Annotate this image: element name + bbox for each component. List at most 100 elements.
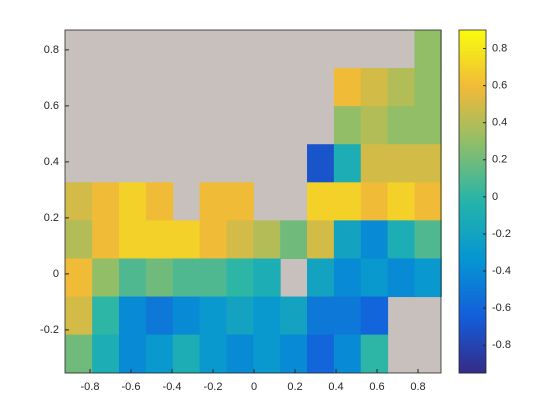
- colorbar-segment: [459, 246, 486, 251]
- colorbar-segment: [459, 283, 486, 288]
- colorbar-segment: [459, 156, 486, 161]
- heat-cell: [119, 258, 147, 298]
- colorbar-segment: [459, 270, 486, 275]
- y-tick-label: 0.6: [44, 100, 59, 112]
- colorbar-segment: [459, 297, 486, 302]
- colorbar-segment: [459, 91, 486, 96]
- colorbar-segment: [459, 74, 486, 79]
- heat-cell: [199, 334, 227, 374]
- colorbar-segment: [459, 84, 486, 89]
- colorbar-segment: [459, 102, 486, 106]
- colorbar-segment: [459, 342, 486, 347]
- colorbar-segment: [459, 170, 486, 175]
- colorbar-tick-label: 0.8: [492, 42, 507, 54]
- heat-cell: [387, 144, 415, 183]
- colorbar-segment: [459, 129, 486, 134]
- heat-cell: [65, 220, 93, 259]
- colorbar-segment: [459, 177, 486, 182]
- colorbar-segment: [459, 167, 486, 172]
- heat-cell: [119, 182, 147, 221]
- heat-cell: [226, 182, 254, 221]
- colorbar-segment: [459, 252, 486, 257]
- colorbar-tick-label: -0.4: [492, 265, 511, 277]
- x-tick-label: -0.4: [163, 381, 182, 393]
- colorbar-segment: [459, 108, 486, 113]
- colorbar-segment: [459, 273, 486, 278]
- colorbar-segment: [459, 328, 486, 333]
- colorbar-segment: [459, 105, 486, 110]
- plot-frame: [64, 29, 442, 374]
- heat-cell: [172, 334, 201, 374]
- heat-cell: [360, 106, 389, 145]
- colorbar-segment: [459, 249, 486, 254]
- colorbar-segment: [459, 47, 486, 52]
- colorbar-segment: [459, 95, 486, 100]
- colorbar-segment: [459, 132, 486, 137]
- x-tick-label: -0.6: [122, 381, 141, 393]
- heat-cell: [414, 68, 442, 107]
- colorbar-segment: [459, 307, 486, 312]
- heat-cell: [333, 144, 362, 183]
- colorbar-segment: [459, 366, 486, 371]
- colorbar-segment: [459, 304, 486, 309]
- heat-cell: [199, 258, 227, 298]
- colorbar-segment: [459, 115, 486, 120]
- colorbar-segment: [459, 294, 486, 299]
- heat-cell: [253, 334, 281, 374]
- colorbar-segment: [459, 239, 486, 244]
- heat-cell: [414, 220, 442, 259]
- colorbar-segment: [459, 88, 486, 93]
- heat-cell: [333, 106, 362, 145]
- colorbar-segment: [459, 40, 486, 45]
- colorbar-segment: [459, 266, 486, 271]
- heat-cell: [199, 296, 227, 336]
- colorbar-segment: [459, 211, 486, 216]
- colorbar-segment: [459, 60, 486, 65]
- colorbar-segment: [459, 215, 486, 220]
- heat-cell: [387, 68, 415, 107]
- heat-cell: [333, 258, 362, 298]
- colorbar-segment: [459, 163, 486, 168]
- heat-cell: [119, 296, 147, 336]
- heat-cell: [92, 182, 120, 221]
- colorbar-tick-label: 0.4: [492, 117, 507, 129]
- heat-cell: [387, 106, 415, 145]
- heat-cell: [65, 182, 93, 221]
- colorbar-tick-label: 0.2: [492, 154, 507, 166]
- colorbar-segment: [459, 174, 486, 178]
- heat-cell: [333, 334, 362, 374]
- heat-cell: [65, 258, 93, 298]
- colorbar-segment: [459, 122, 486, 127]
- heat-cell: [307, 296, 335, 336]
- colorbar-segment: [459, 321, 486, 326]
- heat-cell: [387, 220, 415, 259]
- heat-cell: [333, 182, 362, 221]
- colorbar-segment: [459, 98, 486, 103]
- heat-cell: [145, 296, 174, 336]
- heat-cell: [172, 296, 201, 336]
- heat-cell: [253, 220, 281, 259]
- colorbar-segment: [459, 259, 486, 264]
- colorbar-segment: [459, 348, 486, 353]
- colorbar-segment: [459, 263, 486, 268]
- heat-cell: [387, 182, 415, 221]
- colorbar-segment: [459, 180, 486, 185]
- colorbar-segment: [459, 362, 486, 367]
- colorbar-segment: [459, 232, 486, 237]
- colorbar-segment: [459, 146, 486, 151]
- heat-cell: [333, 68, 362, 107]
- colorbar-segment: [459, 191, 486, 196]
- heat-cell: [360, 258, 389, 298]
- colorbar-segment: [459, 242, 486, 247]
- colorbar-segment: [459, 71, 486, 76]
- colorbar-segment: [459, 324, 486, 329]
- colorbar-segment: [459, 369, 486, 374]
- colorbar-segment: [459, 194, 486, 199]
- colorbar-segment: [459, 36, 486, 41]
- heat-cell: [280, 220, 308, 259]
- heat-cell: [145, 220, 174, 259]
- colorbar-segment: [459, 150, 486, 154]
- colorbar-tick-label: 0: [492, 191, 498, 203]
- heat-cell: [360, 144, 389, 183]
